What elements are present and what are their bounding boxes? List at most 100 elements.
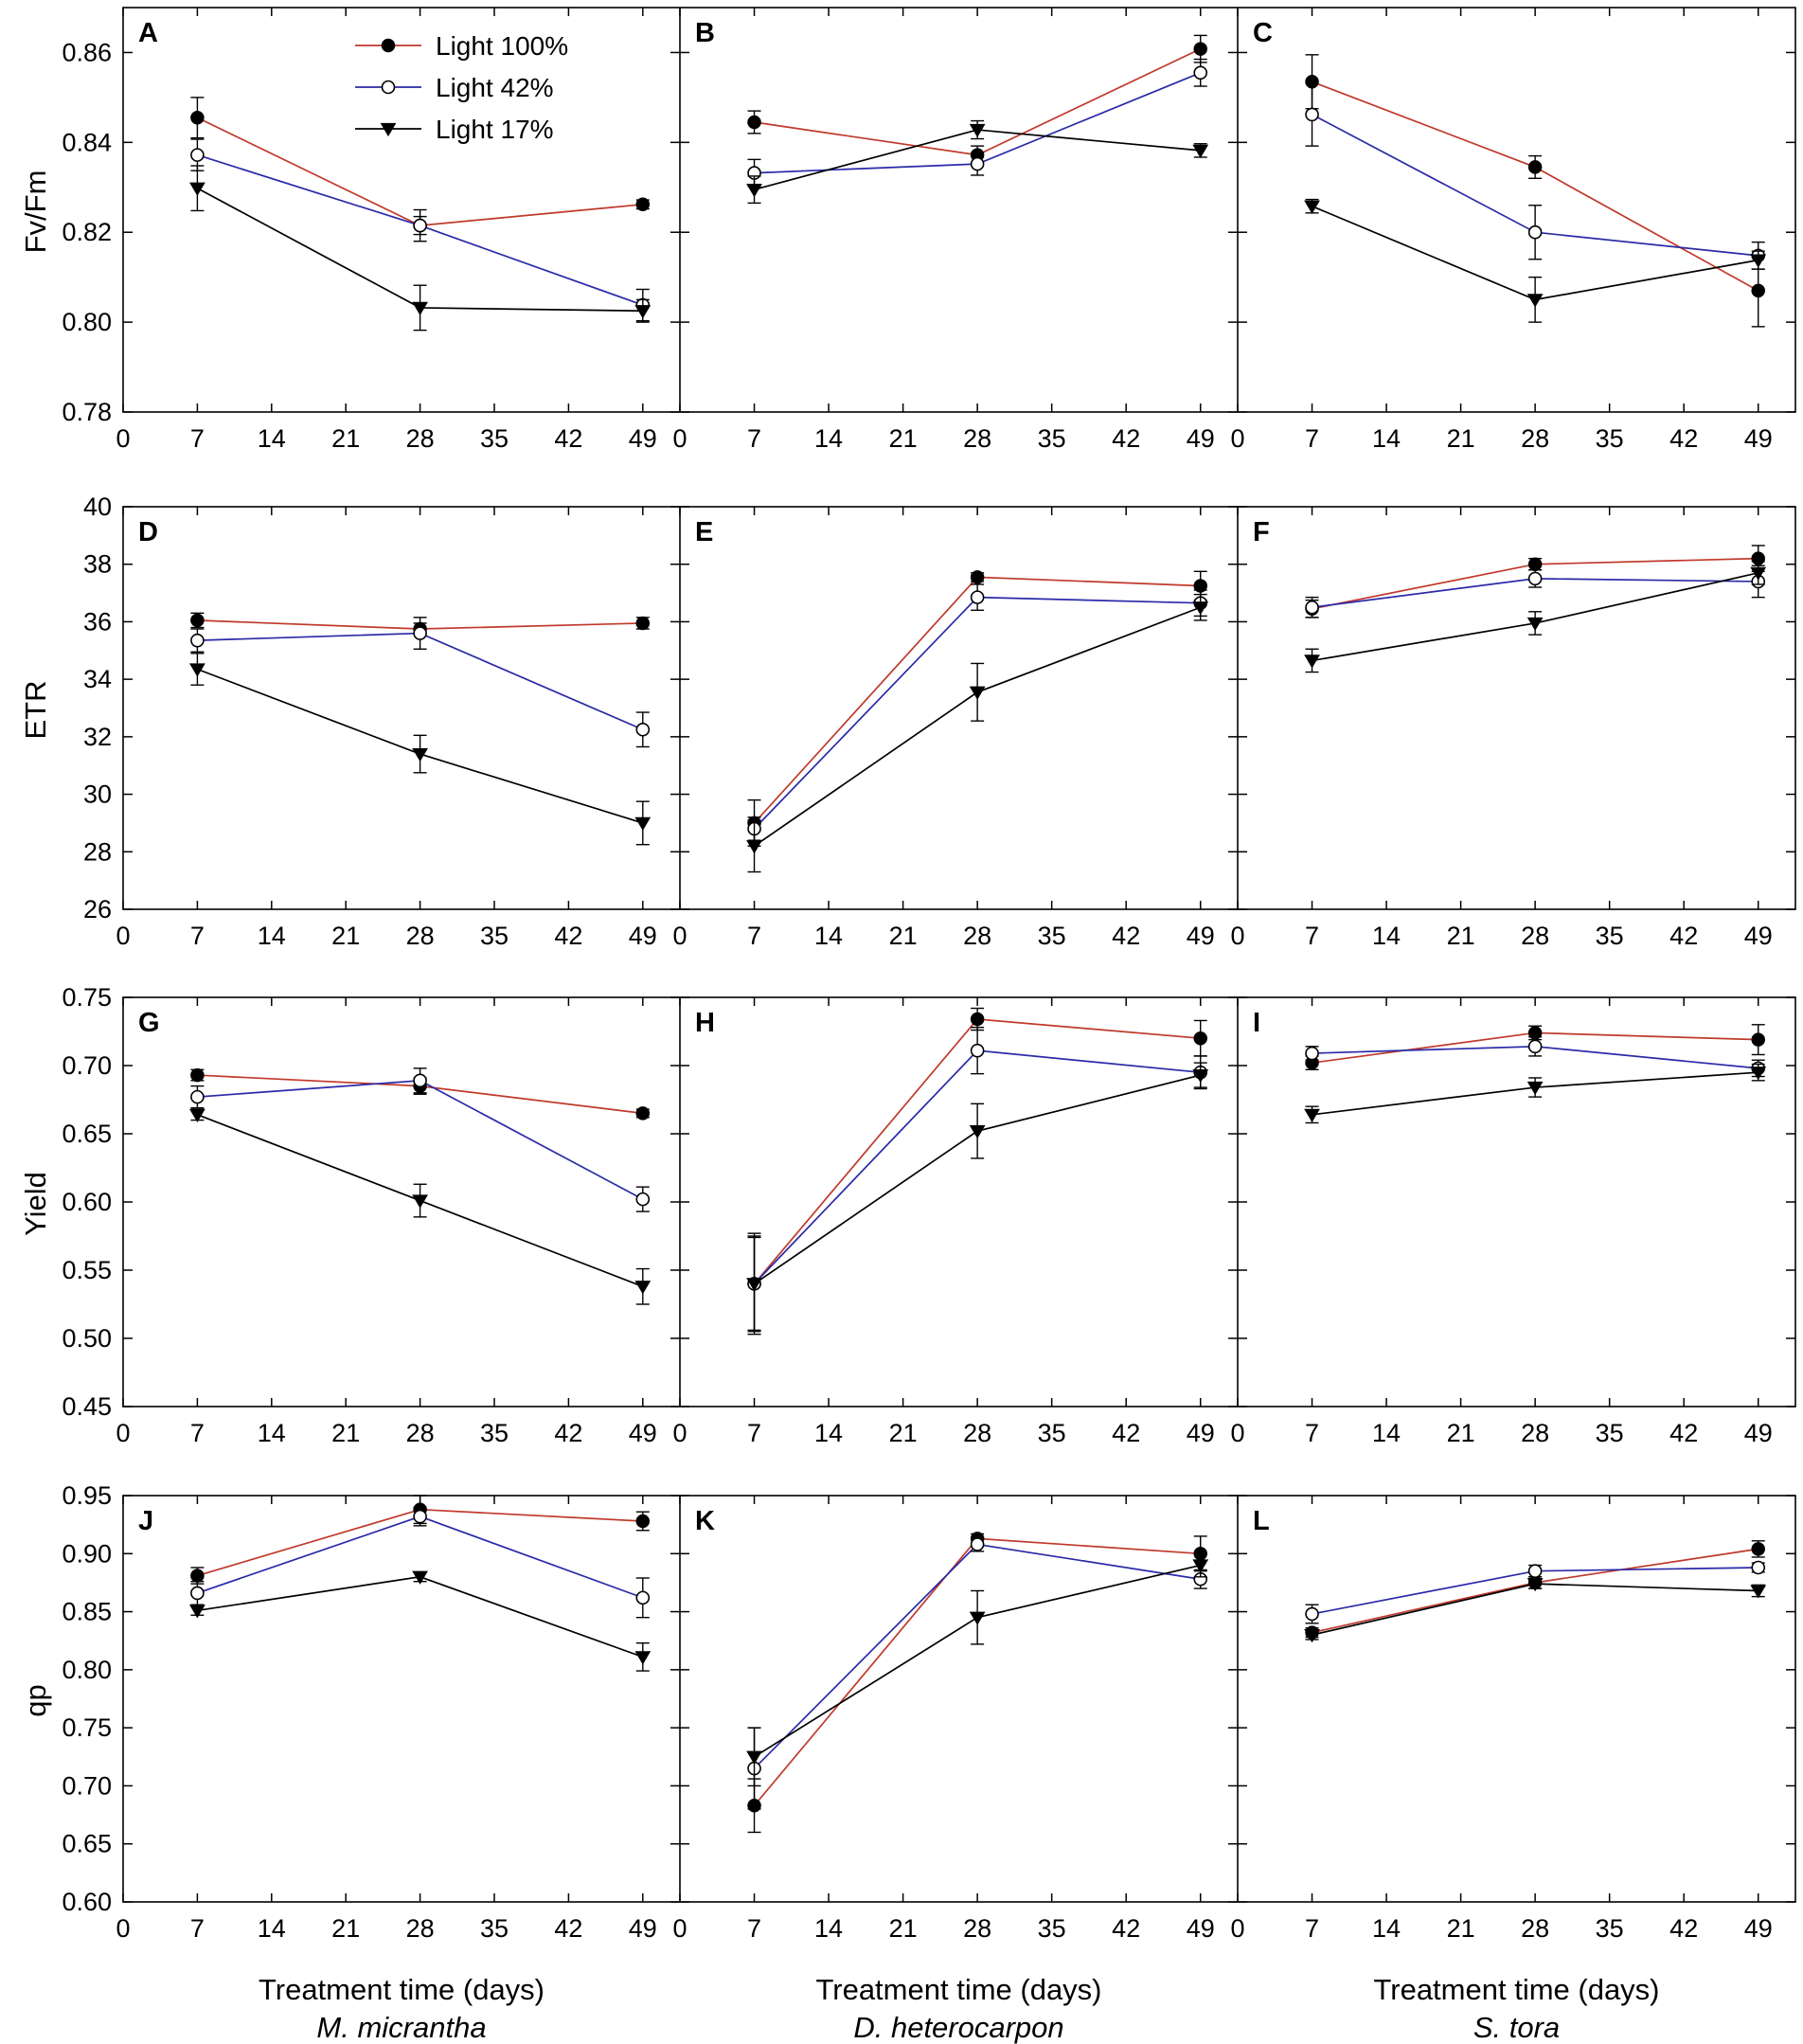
- data-point: [970, 156, 985, 171]
- data-point: [635, 1590, 651, 1605]
- x-tick-label: 35: [1596, 922, 1624, 950]
- x-tick-label: 14: [1372, 1914, 1401, 1943]
- x-tick-label: 42: [1669, 1914, 1698, 1943]
- data-point: [746, 184, 762, 198]
- x-tick-label: 49: [1744, 424, 1773, 453]
- panel-letter: F: [1253, 517, 1270, 547]
- x-tick-label: 7: [190, 424, 205, 453]
- y-axis-label: ETR: [19, 681, 52, 740]
- y-tick-label: 0.55: [62, 1256, 112, 1284]
- panel-E: E: [695, 517, 1209, 873]
- x-tick-label: 28: [406, 1419, 435, 1447]
- data-point: [634, 1281, 652, 1295]
- x-tick-label: 14: [814, 922, 843, 950]
- x-tick-label: 28: [406, 922, 435, 950]
- row-frame: [122, 1495, 1796, 1903]
- x-tick-label: 0: [116, 1914, 130, 1943]
- data-point: [1526, 1081, 1544, 1096]
- x-tick-label: 28: [406, 424, 435, 453]
- x-tick-label: 21: [889, 424, 918, 453]
- x-tick-label: 28: [963, 1419, 991, 1447]
- series-line: [197, 1515, 644, 1599]
- y-tick-label: 0.86: [62, 38, 112, 66]
- data-point: [1527, 1564, 1543, 1578]
- x-tick-label: 35: [1596, 1419, 1624, 1447]
- x-tick-label: 35: [1038, 922, 1066, 950]
- x-tick-label: 21: [331, 424, 360, 453]
- x-tick-label: 42: [554, 922, 582, 950]
- x-axis-row-3: 0 7 14 21 28 35 42 49 0 7 14 21 28 35 42 49 0 7 14 21 28 35 42…: [116, 997, 1773, 1447]
- data-point: [1751, 283, 1765, 298]
- y-tick-label: 0.85: [62, 1598, 112, 1626]
- data-point: [189, 1605, 205, 1619]
- y-tick-label: 0.80: [62, 1656, 112, 1684]
- data-point: [413, 1509, 427, 1524]
- panel-letter: E: [695, 517, 713, 547]
- data-point: [412, 1570, 428, 1585]
- x-tick-label: 35: [480, 424, 509, 453]
- data-point: [1304, 654, 1320, 669]
- data-point: [1527, 224, 1543, 240]
- x-tick-label: 35: [1038, 1419, 1066, 1447]
- data-point: [635, 722, 651, 737]
- panel-letter: D: [138, 517, 158, 547]
- species-name: M. micrantha: [316, 2011, 486, 2044]
- x-axis-label: Treatment time (days): [815, 1973, 1101, 2006]
- data-point: [970, 590, 985, 604]
- series-line: [197, 1575, 644, 1659]
- x-tick-label: 35: [1038, 1914, 1066, 1943]
- y-tick-label: 0.60: [62, 1188, 112, 1216]
- x-tick-label: 42: [1669, 922, 1698, 950]
- data-point: [1526, 617, 1544, 632]
- data-point: [189, 1108, 205, 1122]
- x-tick-label: 14: [1372, 1419, 1401, 1447]
- x-tick-label: 7: [1305, 424, 1319, 453]
- series-line: [753, 1537, 1201, 1806]
- panel-letter: I: [1253, 1008, 1260, 1038]
- data-point: [635, 1106, 651, 1121]
- data-point: [1304, 200, 1320, 214]
- x-tick-label: 35: [480, 1914, 509, 1943]
- data-point: [1750, 1067, 1767, 1081]
- x-tick-label: 21: [1447, 1914, 1475, 1943]
- y-axis-row-1: 0.78 0.80 0.82 0.84 0.86 Fv/Fm: [19, 38, 1795, 426]
- data-point: [413, 218, 427, 233]
- data-point: [1751, 1560, 1766, 1575]
- y-tick-label: 0.84: [62, 128, 112, 156]
- y-tick-label: 0.78: [62, 398, 112, 426]
- y-tick-label: 38: [83, 550, 112, 579]
- data-point: [970, 1043, 985, 1058]
- data-point: [747, 115, 761, 130]
- data-point: [190, 613, 205, 628]
- y-tick-label: 36: [83, 607, 112, 636]
- panel-K: K: [695, 1506, 1209, 1834]
- series-line: [754, 606, 1202, 847]
- x-tick-label: 0: [1230, 1914, 1244, 1943]
- series-line: [753, 1543, 1201, 1769]
- x-tick-label: 42: [554, 1419, 582, 1447]
- data-point: [970, 1537, 985, 1551]
- x-tick-label: 14: [814, 1419, 843, 1447]
- y-tick-label: 0.75: [62, 1713, 112, 1742]
- x-tick-label: 0: [672, 1419, 687, 1447]
- y-axis-row-2: 26 28 30 32 34 36 38 40 ETR: [19, 493, 1795, 923]
- species-name: D. heterocarpon: [853, 2011, 1063, 2044]
- y-axis-row-3: 0.45 0.50 0.55 0.60 0.65 0.70 0.75 Yield: [19, 983, 1795, 1421]
- row-frame: [122, 7, 1796, 413]
- x-tick-label: 21: [331, 1914, 360, 1943]
- x-tick-label: 7: [747, 424, 761, 453]
- y-axis-label: Fv/Fm: [19, 170, 52, 254]
- y-tick-label: 0.90: [62, 1539, 112, 1568]
- legend-marker: [380, 122, 397, 137]
- data-point: [635, 616, 651, 631]
- x-tick-label: 14: [258, 1419, 286, 1447]
- x-tick-label: 49: [1187, 424, 1215, 453]
- data-point: [1527, 160, 1543, 174]
- data-point: [189, 182, 205, 196]
- x-axis-label: Treatment time (days): [1373, 1973, 1659, 2006]
- data-point: [412, 747, 428, 762]
- panel-letter: B: [695, 18, 715, 48]
- y-tick-label: 0.80: [62, 308, 112, 336]
- data-point: [1305, 1046, 1319, 1061]
